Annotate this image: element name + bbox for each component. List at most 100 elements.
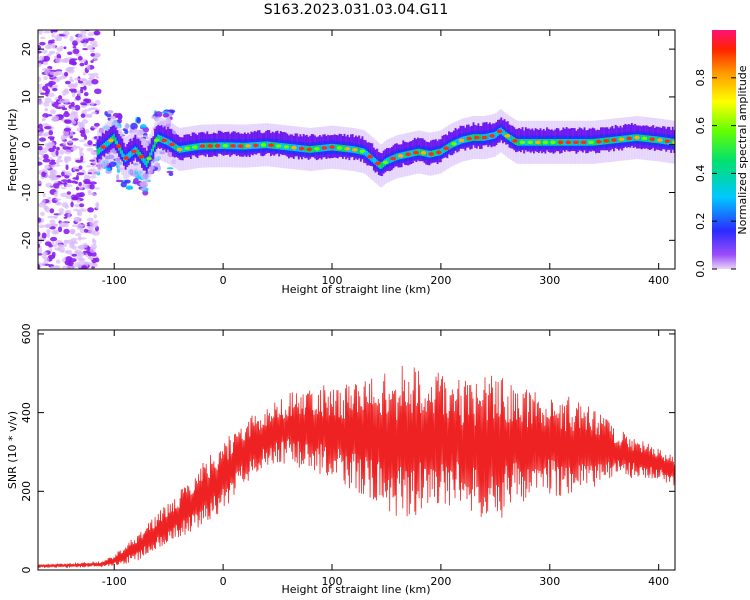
spectrogram-peak <box>367 155 373 159</box>
spectrogram-peak <box>520 141 526 145</box>
spectrogram-peak <box>154 138 160 142</box>
spectrogram-cell <box>87 218 94 222</box>
spectrogram-cell <box>90 50 95 52</box>
spectrogram-cell <box>72 138 79 141</box>
spectrogram-cell <box>56 147 60 151</box>
spectrogram-cell <box>59 76 66 79</box>
spectrogram-cell <box>51 34 54 38</box>
spectrogram-cell <box>116 180 123 182</box>
colorbar-tick-label: 0.8 <box>694 69 707 87</box>
spectrogram-cell <box>55 106 63 109</box>
spectrogram-cell <box>36 157 42 160</box>
spectrogram-cell <box>75 96 81 101</box>
spectrogram-cell <box>92 44 99 47</box>
spectrogram-cell <box>55 150 58 156</box>
spectrogram-cell <box>73 112 77 115</box>
spectrogram-cell <box>75 160 83 163</box>
spectrogram-y-tick-label: -10 <box>20 184 33 202</box>
colorbar-label: Normalized spectral amplitude <box>736 65 749 234</box>
spectrogram-cell <box>96 204 99 210</box>
spectrogram-cell <box>65 81 71 85</box>
spectrogram-cell <box>77 121 81 126</box>
spectrogram-cell <box>79 63 84 67</box>
spectrogram-cell <box>84 135 87 140</box>
spectrogram-cell <box>50 220 56 225</box>
spectrogram-cell <box>85 129 90 133</box>
spectrogram-cell <box>77 90 81 92</box>
spectrogram-cell <box>43 31 51 34</box>
spectrogram-cell <box>76 175 79 181</box>
spectrogram-peak <box>657 138 663 142</box>
spectrogram-peak <box>200 144 206 148</box>
spectrogram-cell <box>93 55 98 61</box>
spectrogram-peak <box>497 130 503 134</box>
spectrogram-cell <box>66 165 69 170</box>
spectrogram-cell <box>83 42 87 47</box>
spectrogram-cell <box>72 196 79 200</box>
spectrogram-peak <box>299 147 305 151</box>
spectrogram-peak <box>489 134 495 138</box>
spectrogram-peak <box>428 152 434 156</box>
spectrogram-cell <box>52 44 56 47</box>
spectrogram-peak <box>108 139 114 143</box>
colorbar-tick-label: 0.6 <box>694 117 707 135</box>
spectrogram-cell <box>94 123 100 127</box>
spectrogram-peak <box>527 141 533 145</box>
spectrogram-cell <box>86 165 91 167</box>
spectrogram-cell <box>71 102 75 107</box>
figure-title: S163.2023.031.03.04.G11 <box>264 2 449 18</box>
spectrogram-x-tick-label: 0 <box>220 274 227 287</box>
spectrogram-cell <box>36 181 43 184</box>
spectrogram-cell <box>44 126 51 129</box>
spectrogram-peak <box>421 151 427 155</box>
spectrogram-cell <box>50 170 58 175</box>
spectrogram-cell <box>78 81 83 84</box>
spectrogram-peak <box>337 146 343 150</box>
spectrogram-cell <box>84 109 92 111</box>
spectrogram-cell <box>43 154 49 159</box>
spectrogram-peak <box>665 139 671 143</box>
spectrogram-cell <box>84 92 89 96</box>
spectrogram-peak <box>344 147 350 151</box>
spectrogram-cell <box>92 239 96 245</box>
spectrogram-peak <box>192 145 198 149</box>
spectrogram-cell <box>41 171 46 177</box>
spectrogram-cell <box>44 206 49 209</box>
spectrogram-cell <box>86 184 90 189</box>
spectrogram-cell <box>79 140 86 142</box>
spectrogram-cell <box>50 152 56 155</box>
spectrogram-cell <box>52 146 56 150</box>
spectrogram-peak <box>398 154 404 158</box>
spectrogram-peak <box>230 144 236 148</box>
spectrogram-cell <box>69 83 77 88</box>
spectrogram-cell <box>68 69 74 74</box>
spectrogram-cell <box>61 137 65 140</box>
snr-x-axis-label: Height of straight line (km) <box>281 583 430 596</box>
spectrogram-cell <box>106 114 111 117</box>
spectrogram-cell <box>115 115 119 118</box>
spectrogram-cell <box>55 198 62 200</box>
spectrogram-cell <box>42 233 47 239</box>
spectrogram-peak <box>291 146 297 150</box>
spectrogram-cell <box>64 149 72 154</box>
spectrogram-cell <box>169 109 175 113</box>
spectrogram-cell <box>48 216 56 219</box>
spectrogram-cell <box>74 78 80 81</box>
spectrogram-cell <box>58 156 61 160</box>
spectrogram-cell <box>45 88 50 93</box>
spectrogram-cell <box>61 182 67 184</box>
spectrogram-cell <box>55 58 62 63</box>
spectrogram-x-tick-label: -100 <box>102 274 127 287</box>
spectrogram-peak <box>123 156 129 160</box>
spectrogram-peak <box>322 146 328 150</box>
spectrogram-cell <box>63 108 67 111</box>
spectrogram-cell <box>71 107 76 111</box>
spectrogram-cell <box>38 146 43 151</box>
spectrogram-peak <box>162 139 168 143</box>
spectrogram-x-tick-label: 200 <box>430 274 451 287</box>
spectrogram-cell <box>47 68 51 70</box>
spectrogram-cell <box>67 52 72 55</box>
spectrogram-cell <box>37 76 41 82</box>
colorbar-tick-label: 0.0 <box>694 260 707 278</box>
spectrogram-peak <box>238 144 244 148</box>
